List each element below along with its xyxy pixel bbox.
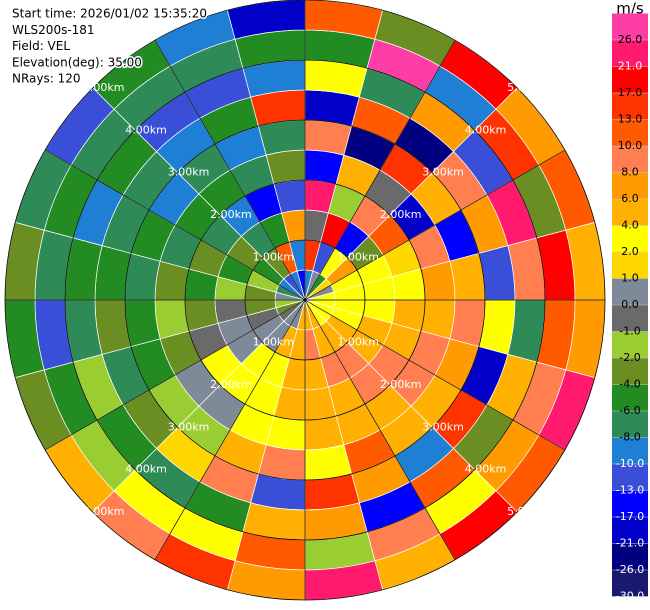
- gate-cell: [257, 119, 306, 156]
- spoke: [154, 40, 306, 301]
- colorbar-label: m/s: [616, 0, 644, 18]
- range-label: 4.00km: [125, 463, 167, 476]
- colorbar-band: [612, 358, 648, 385]
- gate-cell: [304, 119, 353, 156]
- colorbar-band: [612, 40, 648, 67]
- range-label: 3.00km: [422, 420, 464, 433]
- colorbar-tick-label: 0.0: [621, 298, 639, 311]
- colorbar-tick-label: 13.0: [618, 113, 643, 126]
- gate-cell: [449, 299, 486, 348]
- colorbar-band: [612, 331, 648, 358]
- colorbar-band: [612, 517, 648, 544]
- spoke: [45, 299, 306, 451]
- colorbar-tick-label: -17.0: [616, 510, 644, 523]
- header-line: WLS200s-181: [12, 23, 95, 37]
- range-ring: [64, 59, 546, 541]
- colorbar-band: [612, 411, 648, 438]
- gate-cell: [304, 444, 353, 481]
- range-label: 4.00km: [125, 123, 167, 136]
- colorbar-tick-label: 10.0: [618, 139, 643, 152]
- header-line: NRays: 120: [12, 72, 81, 86]
- range-grid: 1.00km 1.00km 1.00km 1.00km 2.00km 2.00km 2.00…: [4, 0, 606, 601]
- header: Start time: 2026/01/02 15:35:20 WLS200s-1…: [11, 5, 209, 87]
- colorbar-band: [612, 199, 648, 226]
- spoke: [154, 299, 306, 560]
- range-ring: [124, 119, 486, 481]
- header-line: Elevation(deg): 35.00: [12, 55, 142, 69]
- range-label: 1.00km: [337, 335, 379, 348]
- colorbar-band: [612, 225, 648, 252]
- range-label: 5.00km: [83, 81, 125, 94]
- range-label: 1.00km: [253, 251, 295, 264]
- range-label: 3.00km: [168, 420, 210, 433]
- colorbar-tick-label: 17.0: [618, 86, 643, 99]
- range-ring: [4, 0, 606, 601]
- spoke: [45, 149, 306, 301]
- colorbar-band: [612, 93, 648, 120]
- spoke: [304, 299, 456, 560]
- colorbar-band: [612, 490, 648, 517]
- range-label: 2.00km: [380, 208, 422, 221]
- colorbar-tick-label: -21.0: [616, 537, 644, 550]
- colorbar-tick-label: -2.0: [619, 351, 640, 364]
- colorbar-tick-label: 4.0: [621, 219, 639, 232]
- colorbar-tick-label: -13.0: [616, 484, 644, 497]
- colorbar-tick-label: -1.0: [619, 325, 640, 338]
- range-label: 1.00km: [253, 335, 295, 348]
- gate-cell: [124, 299, 161, 348]
- gate-cell: [124, 252, 161, 301]
- range-ring: [244, 239, 366, 361]
- colorbar-tick-label: 21.0: [618, 60, 643, 73]
- colorbar-band: [612, 172, 648, 199]
- colorbar-tick-label: 8.0: [621, 166, 639, 179]
- gate-cell: [449, 252, 486, 301]
- colorbar-band: [612, 119, 648, 146]
- range-label: 5.00km: [507, 81, 549, 94]
- range-label: 4.00km: [465, 123, 507, 136]
- colorbar-tick-label: -6.0: [619, 404, 640, 417]
- spoke: [304, 299, 565, 451]
- range-label: 5.00km: [83, 505, 125, 518]
- colorbar-band: [612, 146, 648, 173]
- colorbar-tick-label: -10.0: [616, 457, 644, 470]
- colorbar-band: [612, 278, 648, 305]
- colorbar-band: [612, 384, 648, 411]
- colorbar-band: [612, 66, 648, 93]
- range-label: 5.00km: [507, 505, 549, 518]
- range-label: 2.00km: [210, 208, 252, 221]
- colorbar-tick-label: 6.0: [621, 192, 639, 205]
- spoke: [304, 40, 456, 301]
- range-label: 2.00km: [210, 378, 252, 391]
- gate-cell: [257, 444, 306, 481]
- range-label: 2.00km: [380, 378, 422, 391]
- colorbar-band: [612, 543, 648, 570]
- colorbar-band: [612, 570, 648, 597]
- colorbar-tick-label: 2.0: [621, 245, 639, 258]
- colorbar-tick-label: -26.0: [616, 563, 644, 576]
- colorbar-tick-label: 26.0: [618, 33, 643, 46]
- range-label: 3.00km: [422, 166, 464, 179]
- colorbar-band: [612, 252, 648, 279]
- header-line: Start time: 2026/01/02 15:35:20: [12, 7, 207, 21]
- colorbar: m/s 26.0 21.0 17.0 13.0 10.0 8.0 6.0 4.0 2.0 1.0 0…: [612, 0, 648, 603]
- colorbar-band: [612, 464, 648, 491]
- colorbar-band: [612, 305, 648, 332]
- colorbar-band: [612, 437, 648, 464]
- range-label: 1.00km: [337, 251, 379, 264]
- colorbar-band: [612, 13, 648, 40]
- colorbar-tick-label: -30.0: [616, 590, 644, 603]
- colorbar-tick-label: -4.0: [619, 378, 640, 391]
- range-ring: [184, 179, 426, 421]
- range-label: 4.00km: [465, 463, 507, 476]
- range-label: 3.00km: [168, 166, 210, 179]
- colorbar-tick-label: 1.0: [621, 272, 639, 285]
- header-line: Field: VEL: [12, 39, 70, 53]
- spoke: [304, 149, 565, 301]
- colorbar-tick-label: -8.0: [619, 431, 640, 444]
